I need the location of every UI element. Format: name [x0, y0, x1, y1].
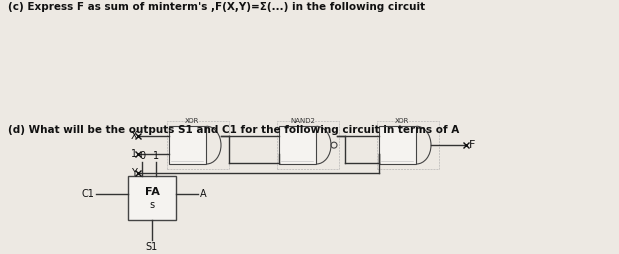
Bar — [128, 176, 176, 220]
Bar — [279, 126, 316, 164]
Text: NAND2: NAND2 — [290, 118, 315, 124]
Text: 1: 1 — [153, 151, 159, 161]
Text: A: A — [200, 189, 207, 199]
Text: C1: C1 — [81, 189, 94, 199]
Text: 1: 1 — [131, 149, 137, 159]
Text: F: F — [469, 140, 475, 150]
Text: s: s — [149, 200, 155, 210]
Bar — [377, 121, 439, 169]
Text: S1: S1 — [146, 242, 158, 251]
Text: (d) What will be the outputs S1 and C1 for the following circuit in terms of A: (d) What will be the outputs S1 and C1 f… — [8, 125, 459, 135]
Bar — [169, 126, 207, 164]
Text: X: X — [131, 131, 137, 141]
Bar — [167, 121, 229, 169]
Text: (c) Express F as sum of minterm's ,F(X,Y)=Σ(...) in the following circuit: (c) Express F as sum of minterm's ,F(X,Y… — [8, 2, 425, 12]
Bar — [277, 121, 339, 169]
Text: XOR: XOR — [395, 118, 410, 124]
Text: FA: FA — [145, 187, 160, 197]
Text: XOR: XOR — [185, 118, 199, 124]
Bar — [379, 126, 417, 164]
Text: Y: Y — [131, 168, 137, 178]
Text: 0: 0 — [139, 151, 145, 161]
